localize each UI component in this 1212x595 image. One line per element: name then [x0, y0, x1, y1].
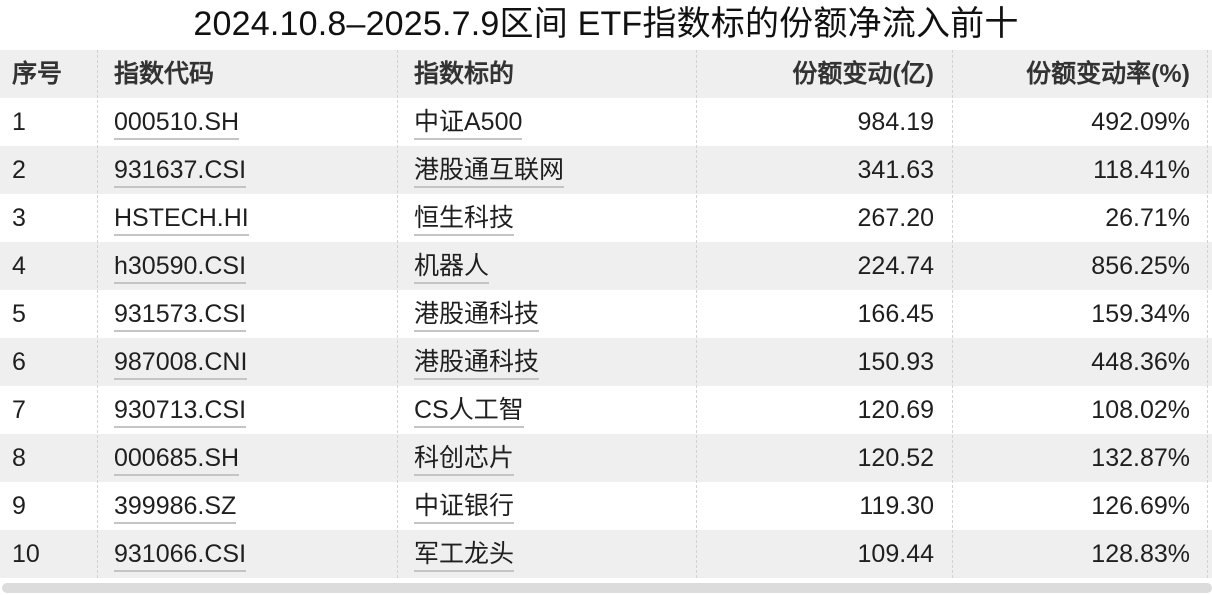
row-number: 3 — [12, 204, 26, 232]
share-change-rate: 26.71% — [1105, 204, 1190, 232]
page-title: 2024.10.8–2025.7.9区间 ETF指数标的份额净流入前十 — [193, 5, 1019, 43]
table-header-row: 序号 指数代码 指数标的 份额变动(亿) 份额变动率(%) — [0, 50, 1212, 98]
share-change: 341.63 — [857, 156, 934, 184]
share-change: 166.45 — [857, 300, 934, 328]
table-row: 5 931573.CSI 港股通科技 166.45 159.34% — [0, 290, 1212, 338]
index-code-link[interactable]: 930713.CSI — [114, 396, 247, 428]
index-name-link[interactable]: 恒生科技 — [414, 204, 515, 236]
share-change-rate: 126.69% — [1091, 492, 1190, 520]
column-divider — [952, 50, 953, 578]
share-change-rate: 492.09% — [1091, 108, 1190, 136]
row-number: 8 — [12, 444, 26, 472]
column-header-name: 指数标的 — [414, 60, 515, 88]
index-name-link[interactable]: 中证A500 — [414, 108, 523, 140]
share-change-rate: 448.36% — [1091, 348, 1190, 376]
index-code-link[interactable]: 000510.SH — [114, 108, 240, 140]
share-change-rate: 108.02% — [1091, 396, 1190, 424]
share-change-rate: 118.41% — [1093, 156, 1190, 184]
column-divider — [1207, 50, 1208, 578]
table-row: 10 931066.CSI 军工龙头 109.44 128.83% — [0, 530, 1212, 578]
share-change-rate: 132.87% — [1091, 444, 1190, 472]
index-code-link[interactable]: 000685.SH — [114, 444, 240, 476]
index-name-link[interactable]: 港股通科技 — [414, 348, 540, 380]
column-divider — [97, 50, 98, 578]
index-code-link[interactable]: 931637.CSI — [114, 156, 247, 188]
index-name-link[interactable]: 机器人 — [414, 252, 490, 284]
table-row: 8 000685.SH 科创芯片 120.52 132.87% — [0, 434, 1212, 482]
share-change-rate: 159.34% — [1091, 300, 1190, 328]
column-header-no: 序号 — [12, 60, 63, 88]
index-name-link[interactable]: 军工龙头 — [414, 540, 515, 572]
index-name-link[interactable]: 港股通科技 — [414, 300, 540, 332]
share-change: 119.30 — [859, 492, 934, 520]
column-header-code: 指数代码 — [114, 60, 215, 88]
row-number: 2 — [12, 156, 26, 184]
table-row: 1 000510.SH 中证A500 984.19 492.09% — [0, 98, 1212, 146]
share-change: 150.93 — [857, 348, 934, 376]
etf-inflow-table: 序号 指数代码 指数标的 份额变动(亿) 份额变动率(%) 1 000510.S… — [0, 50, 1212, 578]
share-change: 120.52 — [857, 444, 934, 472]
table-row: 4 h30590.CSI 机器人 224.74 856.25% — [0, 242, 1212, 290]
share-change: 224.74 — [857, 252, 934, 280]
column-header-rate: 份额变动率(%) — [1026, 60, 1190, 88]
row-number: 6 — [12, 348, 26, 376]
index-code-link[interactable]: 931573.CSI — [114, 300, 247, 332]
row-number: 10 — [12, 540, 40, 568]
row-number: 1 — [12, 108, 26, 136]
share-change-rate: 856.25% — [1091, 252, 1190, 280]
table-row: 9 399986.SZ 中证银行 119.30 126.69% — [0, 482, 1212, 530]
table-row: 2 931637.CSI 港股通互联网 341.63 118.41% — [0, 146, 1212, 194]
index-code-link[interactable]: HSTECH.HI — [114, 204, 249, 236]
row-number: 5 — [12, 300, 26, 328]
index-name-link[interactable]: 科创芯片 — [414, 444, 515, 476]
column-header-change: 份额变动(亿) — [792, 60, 934, 88]
index-name-link[interactable]: 港股通互联网 — [414, 156, 565, 188]
share-change-rate: 128.83% — [1091, 540, 1190, 568]
share-change: 267.20 — [857, 204, 934, 232]
index-name-link[interactable]: CS人工智 — [414, 396, 524, 428]
column-divider — [397, 50, 398, 578]
index-code-link[interactable]: 987008.CNI — [114, 348, 248, 380]
row-number: 9 — [12, 492, 26, 520]
column-divider — [696, 50, 697, 578]
horizontal-scrollbar[interactable] — [2, 583, 1212, 593]
share-change: 120.69 — [857, 396, 934, 424]
table-row: 6 987008.CNI 港股通科技 150.93 448.36% — [0, 338, 1212, 386]
index-code-link[interactable]: h30590.CSI — [114, 252, 247, 284]
share-change: 109.44 — [857, 540, 934, 568]
table-row: 7 930713.CSI CS人工智 120.69 108.02% — [0, 386, 1212, 434]
share-change: 984.19 — [857, 108, 934, 136]
index-code-link[interactable]: 399986.SZ — [114, 492, 237, 524]
index-name-link[interactable]: 中证银行 — [414, 492, 515, 524]
row-number: 4 — [12, 252, 26, 280]
row-number: 7 — [12, 396, 26, 424]
index-code-link[interactable]: 931066.CSI — [114, 540, 247, 572]
table-row: 3 HSTECH.HI 恒生科技 267.20 26.71% — [0, 194, 1212, 242]
